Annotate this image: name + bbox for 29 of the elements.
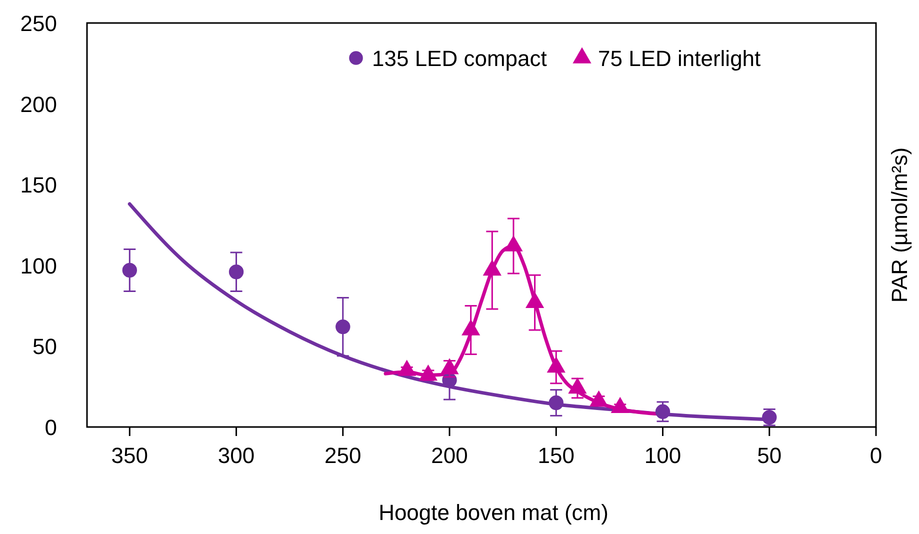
- x-tick-label: 150: [538, 443, 574, 468]
- point: [462, 319, 480, 336]
- y-tick-label: 150: [20, 172, 57, 198]
- x-tick-label: 0: [870, 443, 882, 468]
- point: [418, 364, 438, 381]
- legend-label: 135 LED compact: [372, 46, 547, 71]
- legend-label: 75 LED interlight: [598, 46, 761, 71]
- point: [482, 260, 502, 276]
- x-tick-label: 250: [324, 443, 362, 468]
- x-tick-label: 200: [431, 443, 468, 468]
- point: [440, 358, 459, 374]
- y-axis-title: PAR (µmol/m²s): [887, 147, 912, 303]
- y-tick-label: 0: [44, 415, 57, 440]
- x-tick-label: 350: [111, 443, 148, 468]
- y-tick-label: 200: [20, 92, 57, 117]
- x-tick-label: 300: [218, 443, 255, 468]
- x-tick-label: 100: [644, 443, 682, 468]
- point: [589, 390, 608, 407]
- point: [546, 356, 566, 373]
- y-tick-label: 100: [20, 253, 57, 278]
- y-tick-label: 250: [20, 11, 57, 36]
- point: [526, 292, 544, 308]
- x-axis-title: Hoogte boven mat (cm): [378, 500, 608, 525]
- point: [610, 396, 630, 413]
- y-tick-label: 50: [32, 334, 57, 360]
- point: [568, 377, 587, 394]
- point: [398, 360, 416, 376]
- x-tick-label: 50: [757, 443, 782, 468]
- point: [504, 235, 523, 252]
